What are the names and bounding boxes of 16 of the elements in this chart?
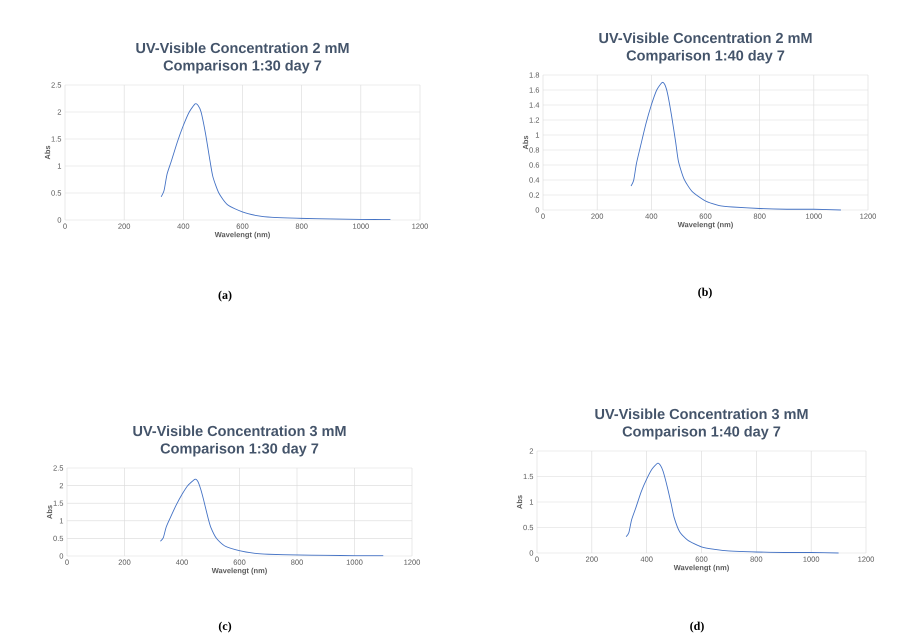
- text: (a): [218, 290, 232, 302]
- chart-title: UV-Visible Concentration 2 mM: [136, 42, 349, 54]
- chart-subtitle: Comparison 1:30 day 7: [164, 60, 322, 74]
- text: (b): [698, 288, 712, 298]
- text: (d): [690, 622, 704, 632]
- chart-subtitle: Comparison 1:40 day 7: [626, 50, 784, 64]
- line-series: [630, 82, 842, 210]
- chart-title: UV-Visible Concentration 3 mM: [133, 425, 346, 436]
- line-series: [160, 103, 391, 220]
- text: (c): [218, 622, 232, 632]
- chart-title: UV-Visible Concentration 3 mM: [595, 408, 808, 420]
- line-series: [626, 462, 840, 554]
- line-series: [160, 478, 384, 556]
- chart-subtitle: Comparison 1:40 day 7: [622, 426, 780, 440]
- chart-subtitle: Comparison 1:30 day 7: [160, 442, 318, 456]
- chart-title: UV-Visible Concentration 2 mM: [599, 32, 812, 44]
